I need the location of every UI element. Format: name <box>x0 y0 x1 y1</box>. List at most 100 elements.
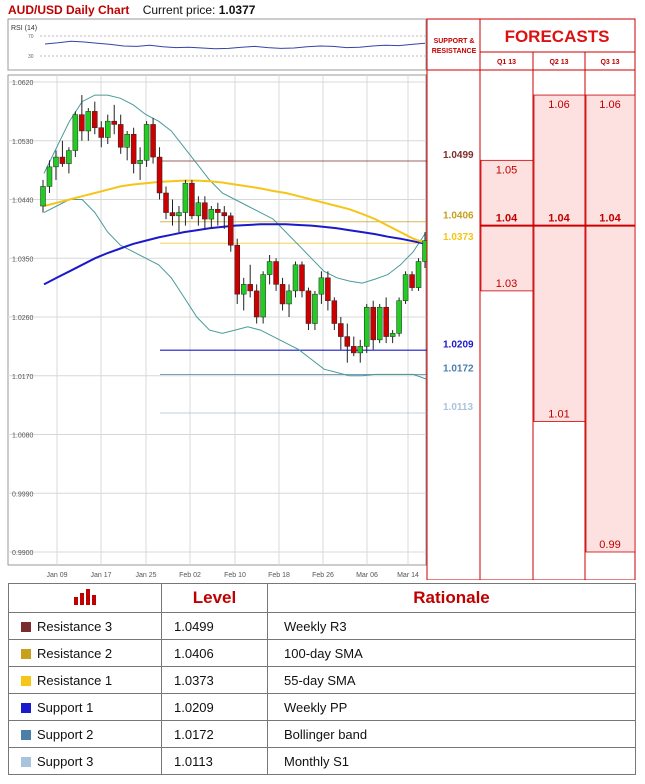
y-tick-label: 1.0530 <box>12 139 34 146</box>
candle-body <box>325 277 331 301</box>
level-value: 1.0113 <box>161 747 268 775</box>
chart-header: AUD/USD Daily Chart Current price: 1.037… <box>8 2 255 18</box>
level-value: 1.0406 <box>161 639 268 667</box>
y-tick-label: 1.0260 <box>12 315 34 322</box>
y-tick-label: 1.0440 <box>12 198 34 205</box>
candle-body <box>150 124 156 158</box>
candle-body <box>40 186 46 207</box>
y-tick-label: 0.9900 <box>12 550 34 557</box>
sma100-line <box>43 223 427 286</box>
level-name-cell: Support 2 <box>8 720 162 748</box>
candle-body <box>72 114 79 151</box>
candle-body <box>318 277 325 295</box>
candle-body <box>389 333 396 337</box>
forecast-value: 1.01 <box>548 408 569 420</box>
y-tick-label: 1.0170 <box>12 374 34 381</box>
sr-value-label: 1.0172 <box>443 363 474 374</box>
candle-body <box>266 261 273 275</box>
levels-table: Level Rationale Resistance 3 1.0499 Weekly… <box>8 583 636 775</box>
candle-body <box>195 202 202 217</box>
y-tick-label: 0.9990 <box>12 491 34 498</box>
rsi-line <box>44 40 426 50</box>
table-row: Resistance 2 1.0406 100-day SMA <box>8 639 636 667</box>
candle-body <box>169 212 176 217</box>
candle-body <box>292 264 299 292</box>
x-tick-label: Jan 25 <box>135 572 156 579</box>
x-tick-label: Feb 02 <box>179 572 201 579</box>
sr-value-label: 1.0499 <box>443 150 474 161</box>
rsi-30-label: 30 <box>28 54 34 60</box>
candle-body <box>331 300 338 324</box>
candle-body <box>53 156 59 168</box>
forecasts-title: FORECASTS <box>505 27 610 46</box>
color-swatch-icon <box>21 756 31 767</box>
level-rationale: Weekly PP <box>267 693 636 721</box>
candle-body <box>130 133 137 164</box>
candle-body <box>163 192 169 213</box>
level-name-cell: Resistance 3 <box>8 612 162 640</box>
candle-body <box>66 150 72 164</box>
level-name: Support 2 <box>37 726 94 742</box>
level-name-cell: Support 1 <box>8 693 162 721</box>
candle-body <box>46 166 53 187</box>
candle-body <box>92 111 98 128</box>
candle-body <box>351 346 357 354</box>
candle-body <box>234 244 240 295</box>
candle-body <box>79 114 85 132</box>
candle-body <box>409 274 415 288</box>
level-rationale: Bollinger band <box>267 720 636 748</box>
candle-body <box>260 274 266 318</box>
x-tick-label: Feb 26 <box>312 572 334 579</box>
forecast-value: 1.03 <box>496 278 517 290</box>
bollinger-upper-line <box>43 94 427 284</box>
candle-body <box>396 300 402 334</box>
level-name-cell: Resistance 1 <box>8 666 162 694</box>
x-tick-label: Feb 18 <box>268 572 290 579</box>
forecast-value: 1.04 <box>496 213 518 225</box>
candle-body <box>363 306 370 347</box>
sr-value-label: 1.0373 <box>443 232 474 243</box>
color-swatch-icon <box>21 648 31 659</box>
table-header-row: Level Rationale <box>8 583 636 613</box>
rsi-panel <box>7 18 427 71</box>
level-rationale: 100-day SMA <box>267 639 636 667</box>
candle-body <box>221 212 228 217</box>
level-name: Resistance 3 <box>37 618 113 634</box>
forecast-value: 1.06 <box>599 99 620 111</box>
forecast-range-box <box>533 94 586 422</box>
candle-body <box>176 212 182 217</box>
level-value: 1.0209 <box>161 693 268 721</box>
candle-body <box>253 290 260 318</box>
candle-body <box>383 306 389 337</box>
level-name: Resistance 1 <box>37 672 113 688</box>
y-tick-label: 1.0350 <box>12 256 34 263</box>
candle-body <box>215 209 221 213</box>
level-value: 1.0172 <box>161 720 268 748</box>
level-name-cell: Resistance 2 <box>8 639 162 667</box>
level-rationale: Weekly R3 <box>267 612 636 640</box>
candle-body <box>85 111 92 132</box>
rationale-header: Rationale <box>267 583 636 613</box>
sma55-line <box>43 179 427 245</box>
y-tick-label: 1.0080 <box>12 433 34 440</box>
candle-body <box>117 124 124 148</box>
sr-column <box>426 18 481 580</box>
sr-value-label: 1.0209 <box>443 339 474 350</box>
quarter-label: Q2 13 <box>549 59 568 66</box>
candle-body <box>415 261 422 288</box>
x-tick-label: Jan 17 <box>90 572 111 579</box>
quarter-label: Q3 13 <box>600 59 619 66</box>
y-tick-label: 1.0620 <box>12 80 34 87</box>
candle-body <box>111 120 117 125</box>
forecast-value: 1.04 <box>599 213 621 225</box>
candle-body <box>202 202 208 220</box>
candle-body <box>376 306 383 341</box>
candle-body <box>357 346 364 354</box>
candle-body <box>305 290 312 324</box>
candle-body <box>189 182 195 217</box>
candle-body <box>247 284 253 292</box>
candle-body <box>98 127 105 138</box>
candle-body <box>344 336 351 347</box>
candle-body <box>279 284 286 305</box>
x-tick-label: Mar 14 <box>397 572 419 579</box>
